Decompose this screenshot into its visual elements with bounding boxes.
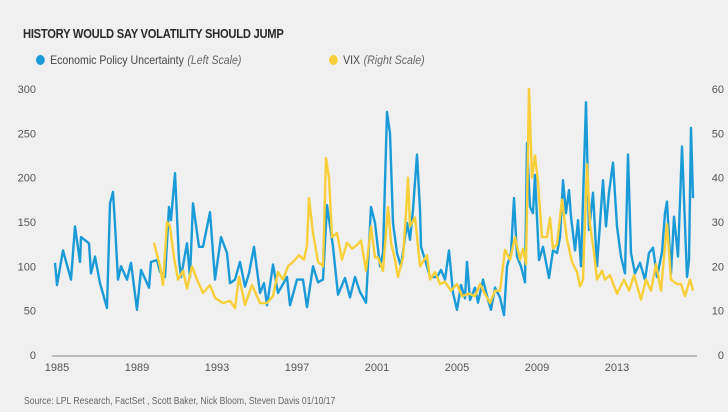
legend-label-vix: VIX <box>343 53 361 67</box>
x-tick-label: 2013 <box>605 362 629 374</box>
x-tick-label: 2005 <box>445 362 469 374</box>
x-tick-label: 1997 <box>285 362 309 374</box>
right-y-tick-label: 30 <box>712 217 724 229</box>
right-y-tick-label: 20 <box>712 261 724 273</box>
right-y-tick-label: 60 <box>712 84 724 96</box>
legend-item-epu: Economic Policy Uncertainty (Left Scale) <box>36 53 241 67</box>
source-note: Source: LPL Research, FactSet , Scott Ba… <box>24 396 336 407</box>
legend: Economic Policy Uncertainty (Left Scale)… <box>36 53 498 67</box>
legend-dot-epu <box>36 55 45 65</box>
legend-scale-vix: (Right Scale) <box>364 53 426 67</box>
chart-title: HISTORY WOULD SAY VOLATILITY SHOULD JUMP <box>23 26 284 41</box>
left-y-tick-label: 300 <box>18 84 36 96</box>
right-y-tick-label: 10 <box>712 306 724 318</box>
legend-item-vix: VIX (Right Scale) <box>329 53 425 67</box>
x-tick-label: 2001 <box>365 362 389 374</box>
vix-series-line <box>152 87 695 310</box>
left-y-tick-label: 0 <box>30 350 36 362</box>
left-y-tick-label: 50 <box>24 306 36 318</box>
left-y-tick-label: 150 <box>18 217 36 229</box>
x-tick-label: 1993 <box>205 362 229 374</box>
x-tick-label: 2009 <box>525 362 549 374</box>
legend-scale-epu: (Left Scale) <box>187 53 242 67</box>
legend-dot-vix <box>329 55 339 65</box>
right-y-tick-label: 0 <box>718 350 724 362</box>
left-y-tick-label: 200 <box>18 173 36 185</box>
left-y-tick-label: 250 <box>18 128 36 140</box>
right-y-tick-label: 40 <box>712 173 724 185</box>
x-tick-label: 1989 <box>125 362 149 374</box>
right-y-tick-label: 50 <box>712 128 724 140</box>
x-tick-label: 1985 <box>45 362 69 374</box>
epu-series-line <box>53 101 695 317</box>
left-y-tick-label: 100 <box>18 261 36 273</box>
legend-label-epu: Economic Policy Uncertainty <box>50 53 184 67</box>
